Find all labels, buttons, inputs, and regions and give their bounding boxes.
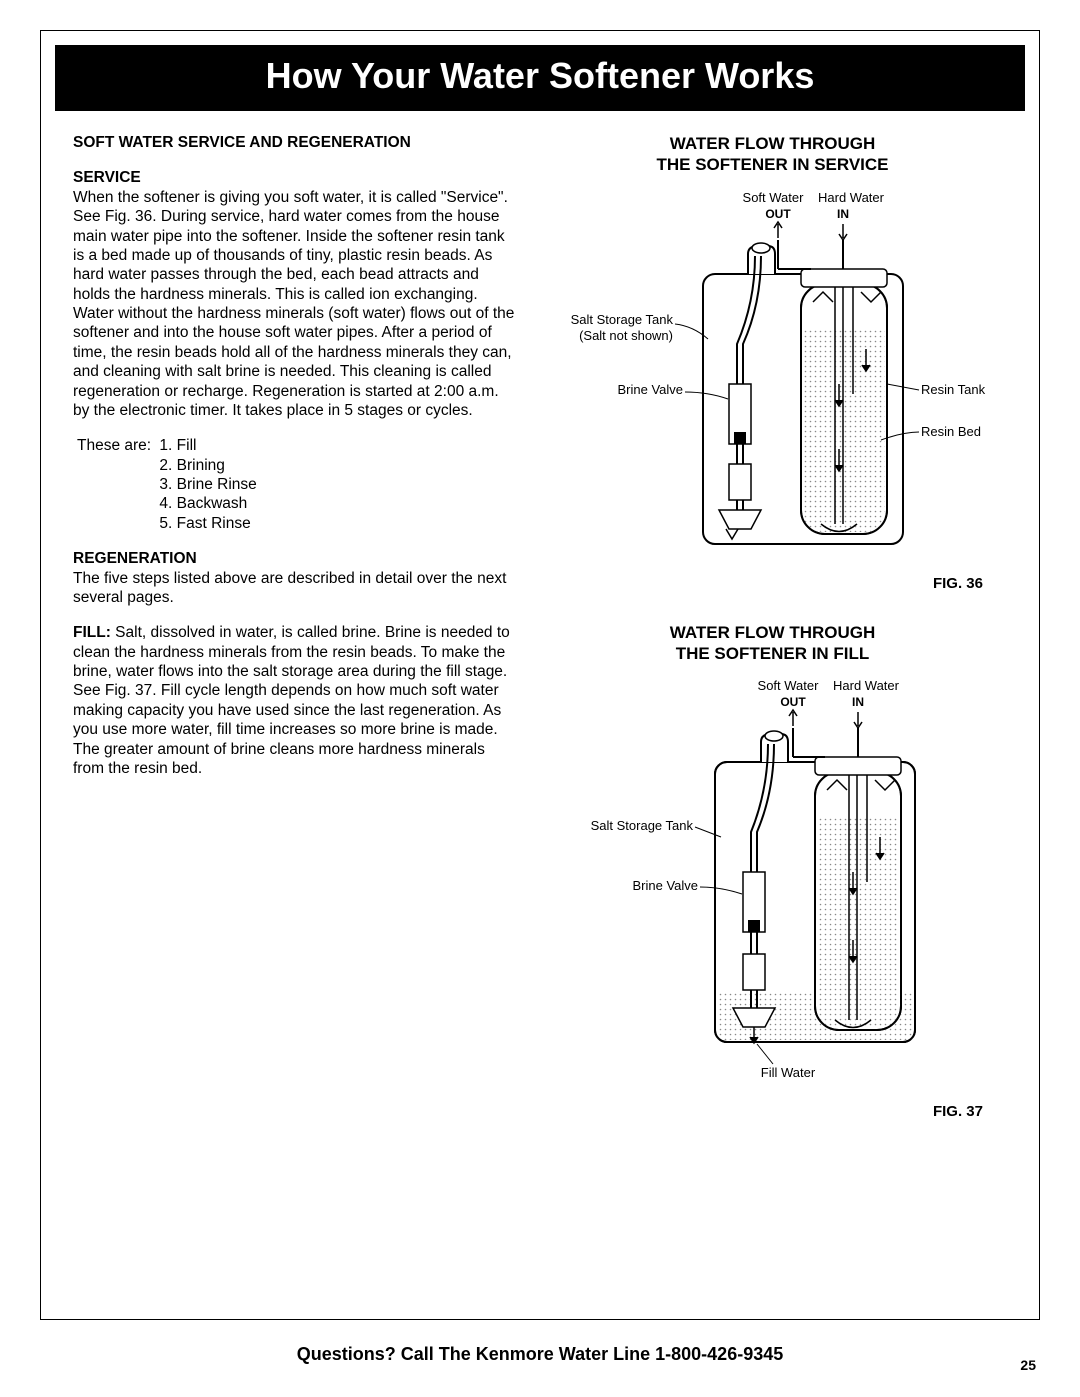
step-item: 2. Brining: [159, 457, 224, 474]
label-brine-valve: Brine Valve: [632, 878, 698, 893]
label-soft-water: Soft Water: [742, 190, 804, 205]
step-item: 1. Fill: [159, 437, 196, 454]
footer-question: Questions? Call The Kenmore Water Line 1…: [40, 1344, 1040, 1365]
label-resin-tank: Resin Tank: [921, 382, 986, 397]
fig37-title-line1: WATER FLOW THROUGH: [670, 623, 876, 642]
label-salt-tank: Salt Storage Tank: [590, 818, 693, 833]
figures-column: WATER FLOW THROUGH THE SOFTENER IN SERVI…: [538, 133, 1007, 1150]
label-fill-water: Fill Water: [760, 1065, 815, 1080]
fig36-title: WATER FLOW THROUGH THE SOFTENER IN SERVI…: [538, 133, 1007, 176]
steps-list: 1. Fill 2. Brining 3. Brine Rinse 4. Bac…: [159, 436, 256, 533]
label-brine-valve: Brine Valve: [617, 382, 683, 397]
step-item: 5. Fast Rinse: [159, 515, 250, 532]
service-heading: SERVICE: [73, 168, 518, 187]
label-resin-bed: Resin Bed: [921, 424, 981, 439]
label-out: OUT: [765, 207, 791, 221]
label-salt-tank: Salt Storage Tank: [570, 312, 673, 327]
fig36-title-line1: WATER FLOW THROUGH: [670, 134, 876, 153]
label-out: OUT: [780, 695, 806, 709]
regen-heading: REGENERATION: [73, 549, 518, 568]
regeneration-block: REGENERATION The five steps listed above…: [73, 549, 518, 607]
service-block: SERVICE When the softener is giving you …: [73, 168, 518, 420]
step-item: 4. Backwash: [159, 495, 247, 512]
fill-label: FILL:: [73, 624, 111, 641]
step-item: 3. Brine Rinse: [159, 476, 256, 493]
label-in: IN: [852, 695, 864, 709]
label-in: IN: [837, 207, 849, 221]
fig36-caption: FIG. 36: [538, 575, 983, 592]
fill-block: FILL: Salt, dissolved in water, is calle…: [73, 623, 518, 778]
fig37-title-line2: THE SOFTENER IN FILL: [676, 644, 870, 663]
section-title: SOFT WATER SERVICE AND REGENERATION: [73, 133, 518, 152]
page-number: 25: [1020, 1357, 1036, 1373]
fig37-diagram: Soft Water Hard Water OUT IN: [543, 672, 1003, 1092]
content-columns: SOFT WATER SERVICE AND REGENERATION SERV…: [55, 133, 1025, 1150]
label-hard-water: Hard Water: [818, 190, 885, 205]
steps-block: These are: 1. Fill 2. Brining 3. Brine R…: [77, 436, 518, 533]
text-column: SOFT WATER SERVICE AND REGENERATION SERV…: [73, 133, 518, 1150]
fig37-caption: FIG. 37: [538, 1103, 983, 1120]
label-soft-water: Soft Water: [757, 678, 819, 693]
fill-body: Salt, dissolved in water, is called brin…: [73, 624, 510, 777]
fig36-title-line2: THE SOFTENER IN SERVICE: [656, 155, 888, 174]
label-hard-water: Hard Water: [833, 678, 900, 693]
page-title-banner: How Your Water Softener Works: [55, 45, 1025, 111]
steps-label: These are:: [77, 436, 151, 455]
fig37-title: WATER FLOW THROUGH THE SOFTENER IN FILL: [538, 622, 1007, 665]
label-salt-tank2: (Salt not shown): [579, 328, 673, 343]
regen-intro: The five steps listed above are describe…: [73, 570, 506, 606]
fig36-diagram: Soft Water Hard Water OUT IN: [543, 184, 1003, 564]
service-body: When the softener is giving you soft wat…: [73, 189, 514, 419]
page-border: How Your Water Softener Works SOFT WATER…: [40, 30, 1040, 1320]
